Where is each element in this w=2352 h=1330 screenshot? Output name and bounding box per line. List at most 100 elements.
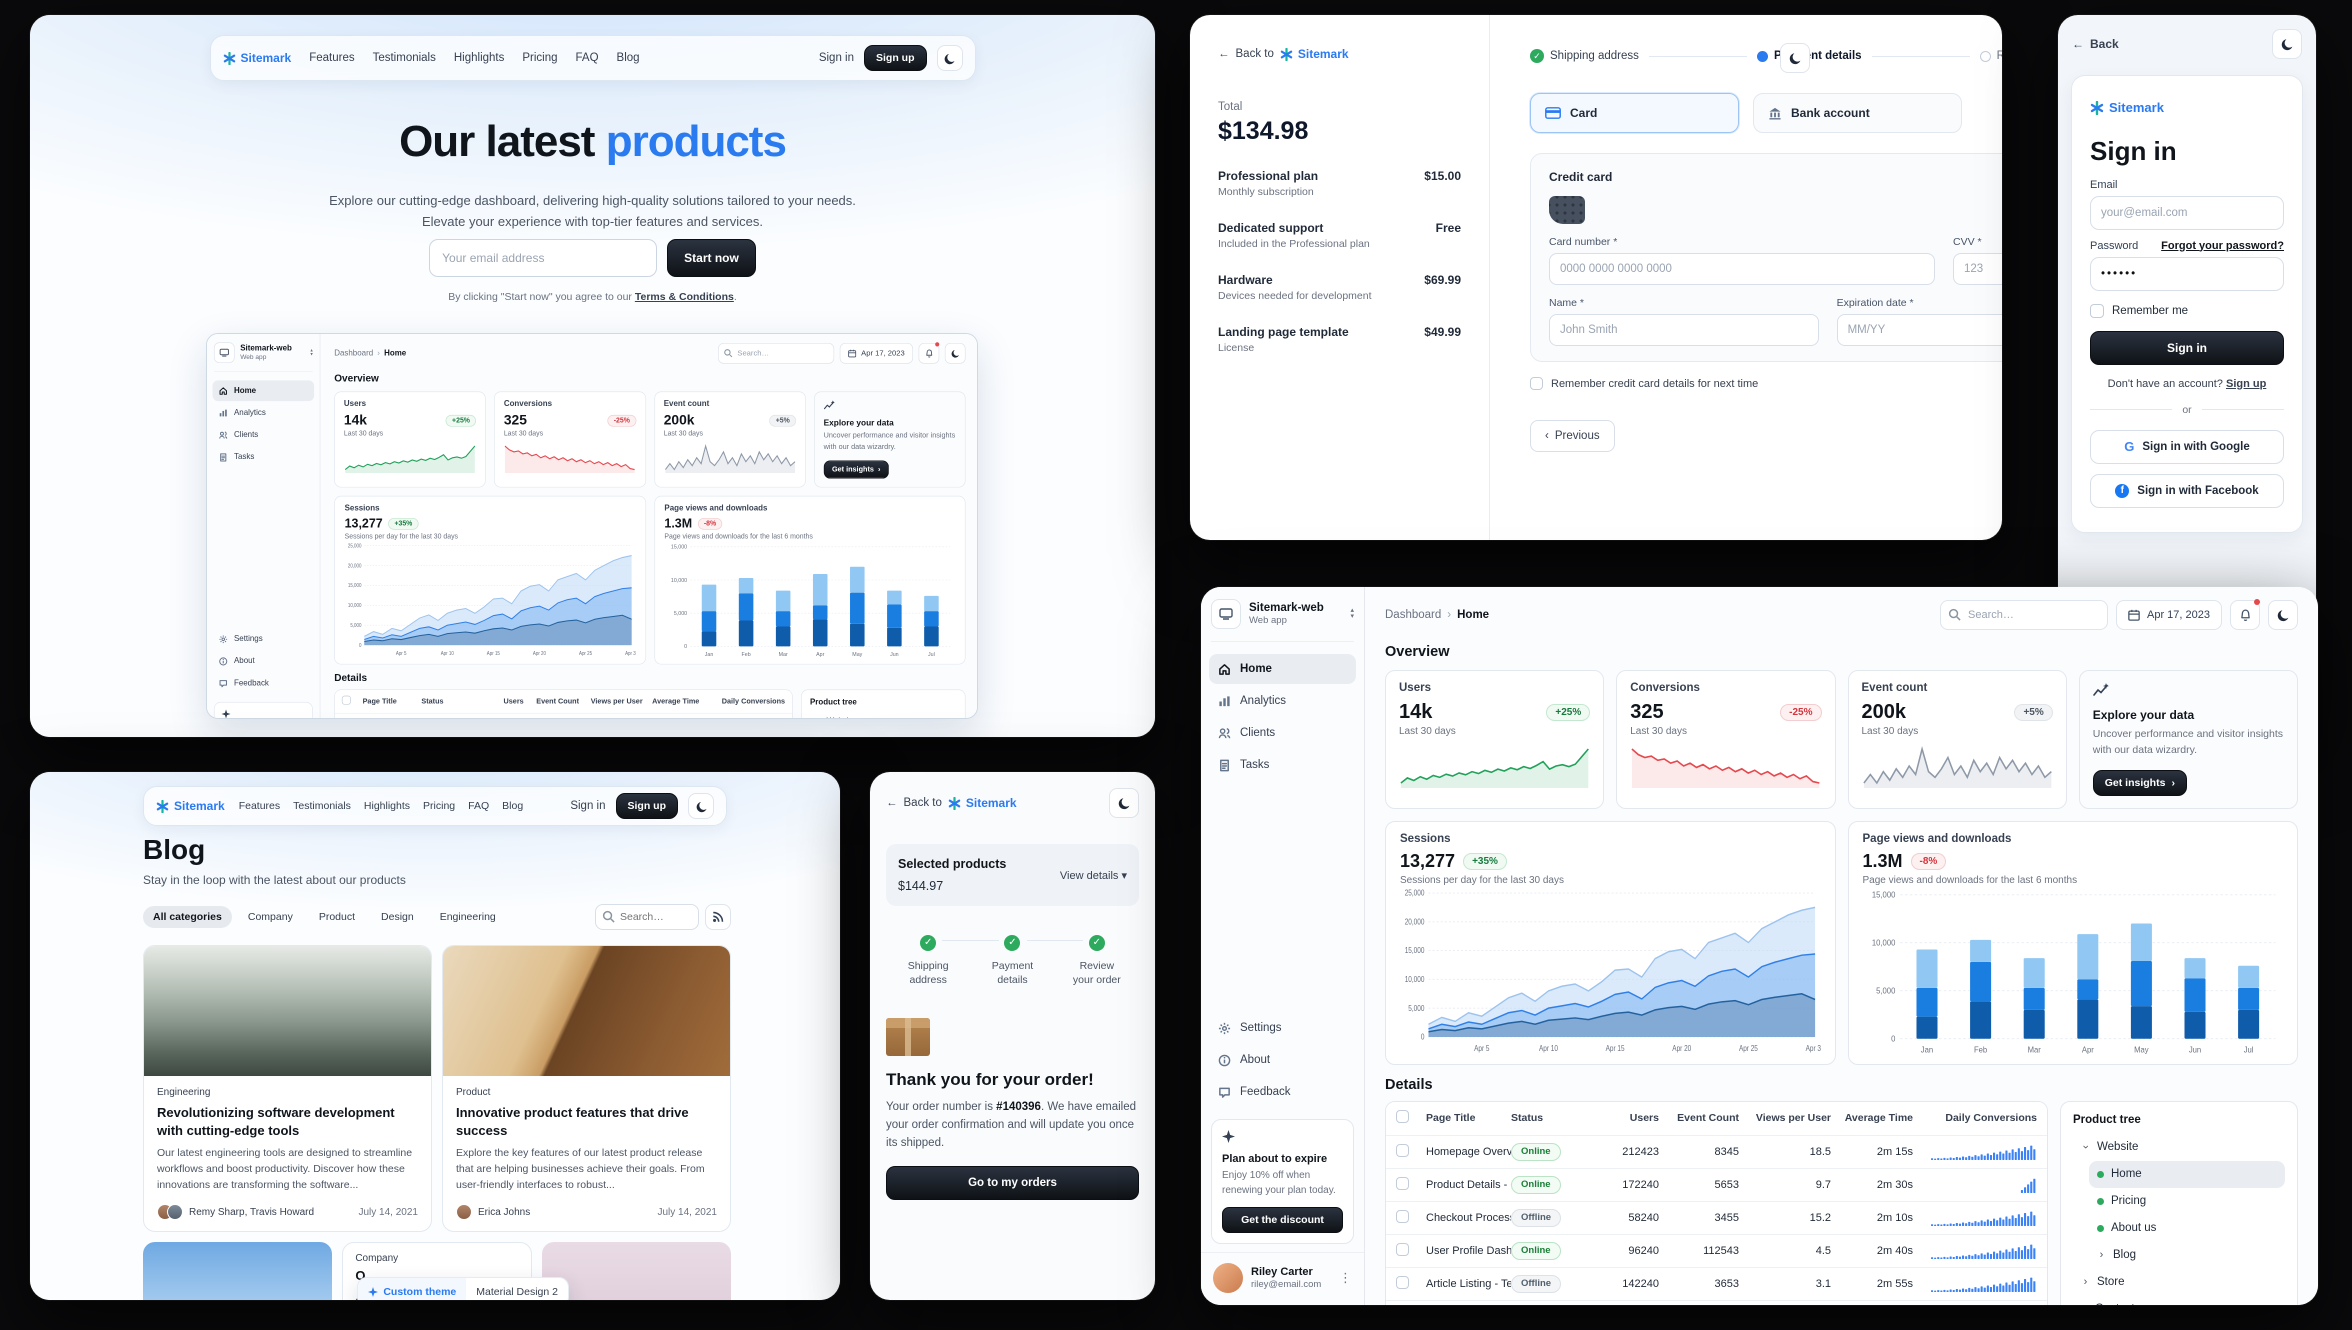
sidebar-item-about[interactable]: About xyxy=(213,651,315,672)
user-menu[interactable]: Riley Carter riley@email.com ⋮ xyxy=(1201,1252,1364,1305)
tree-item-blog[interactable]: › Blog xyxy=(2089,1242,2285,1269)
blog-post-card[interactable]: CompanyOaTake a look at our company's jo… xyxy=(342,1242,569,1300)
theme-toggle-button[interactable] xyxy=(936,45,963,71)
tree-item-website[interactable]: ›Website xyxy=(2079,1141,2139,1153)
column-header[interactable]: Views per User xyxy=(1755,1112,1831,1124)
sidebar-item-analytics[interactable]: Analytics xyxy=(213,402,315,423)
select-all-checkbox[interactable] xyxy=(341,695,351,705)
sign-up-button[interactable]: Sign up xyxy=(615,793,678,819)
back-to-link[interactable]: ← Back to Sitemark xyxy=(1218,47,1349,61)
nav-item-faq[interactable]: FAQ xyxy=(468,800,490,812)
remember-card-checkbox[interactable] xyxy=(1530,377,1543,390)
sidebar-item-settings[interactable]: Settings xyxy=(213,629,315,650)
column-header[interactable]: Average Time xyxy=(652,697,700,706)
row-checkbox[interactable] xyxy=(1396,1242,1409,1256)
get-discount-button[interactable]: Get the discount xyxy=(1222,1207,1343,1233)
row-checkbox[interactable] xyxy=(1396,1176,1409,1190)
tree-item-store[interactable]: › Store xyxy=(2073,1269,2285,1296)
sidebar-item-tasks[interactable]: Tasks xyxy=(213,447,315,468)
column-header[interactable]: Users xyxy=(503,697,524,706)
sidebar-item-clients[interactable]: Clients xyxy=(1209,718,1356,748)
table-row[interactable]: Homepage OverviewOnline212423834518.52m … xyxy=(1386,1136,2047,1169)
nav-item-faq[interactable]: FAQ xyxy=(575,52,599,64)
back-to-link[interactable]: ← Back to Sitemark xyxy=(886,796,1017,810)
theme-option-custom-theme[interactable]: Custom theme xyxy=(358,1278,467,1300)
breadcrumb-parent[interactable]: Dashboard xyxy=(1385,609,1442,621)
rss-button[interactable] xyxy=(705,904,731,930)
nav-item-highlights[interactable]: Highlights xyxy=(363,800,411,812)
sidebar-item-tasks[interactable]: Tasks xyxy=(1209,750,1356,780)
column-header[interactable]: Daily Conversions xyxy=(721,697,786,706)
go-to-orders-button[interactable]: Go to my orders xyxy=(886,1166,1139,1201)
category-chip-engineering[interactable]: Engineering xyxy=(439,911,496,923)
tree-item-pricing[interactable]: Pricing xyxy=(2089,1188,2285,1215)
forgot-password-link[interactable]: Forgot your password? xyxy=(2161,239,2284,252)
breadcrumb-parent[interactable]: Dashboard xyxy=(334,349,374,358)
category-chip-product[interactable]: Product xyxy=(318,911,356,923)
nav-item-highlights[interactable]: Highlights xyxy=(453,52,505,64)
theme-toggle-button[interactable] xyxy=(1109,788,1139,818)
column-header[interactable]: Status xyxy=(1511,1112,1544,1124)
date-picker-button[interactable]: Apr 17, 2023 xyxy=(839,342,914,364)
sidebar-item-analytics[interactable]: Analytics xyxy=(1209,686,1356,716)
checkout-step[interactable]: ✓ Shipping address xyxy=(1530,49,1639,63)
nav-item-features[interactable]: Features xyxy=(238,800,281,812)
checkout-step[interactable]: Review your order xyxy=(1979,50,2002,62)
previous-button[interactable]: ‹ Previous xyxy=(1530,420,1615,452)
theme-toggle-button[interactable] xyxy=(688,793,714,819)
table-row[interactable]: Homepage OverviewOnline212423834518.52m … xyxy=(335,713,792,718)
column-header[interactable]: Page Title xyxy=(362,697,397,706)
notifications-button[interactable] xyxy=(918,342,940,364)
row-checkbox[interactable] xyxy=(1396,1275,1409,1289)
sidebar-item-clients[interactable]: Clients xyxy=(213,425,315,446)
cvv-input[interactable] xyxy=(1953,253,2002,285)
search-input[interactable] xyxy=(718,342,835,364)
theme-toggle-button[interactable] xyxy=(2272,29,2302,59)
date-picker-button[interactable]: Apr 17, 2023 xyxy=(2116,600,2222,630)
category-chip-company[interactable]: Company xyxy=(247,911,293,923)
column-header[interactable]: Average Time xyxy=(1844,1112,1913,1124)
get-insights-button[interactable]: Get insights › xyxy=(2092,769,2187,796)
payment-method-bank-account[interactable]: Bank account xyxy=(1753,93,1962,133)
blog-post-card[interactable]: Engineering Revolutionizing software deve… xyxy=(143,945,432,1232)
column-header[interactable]: Event Count xyxy=(1677,1112,1739,1124)
select-all-checkbox[interactable] xyxy=(1396,1110,1409,1123)
nav-item-pricing[interactable]: Pricing xyxy=(522,52,558,64)
row-checkbox[interactable] xyxy=(1396,1209,1409,1223)
sidebar-item-settings[interactable]: Settings xyxy=(1209,1013,1356,1043)
theme-toggle-button[interactable] xyxy=(2268,600,2298,630)
more-options-icon[interactable]: ⋮ xyxy=(1339,1270,1352,1285)
table-row[interactable]: Product Details - GadgetsOnline 172240 565… xyxy=(1386,1169,2047,1202)
name-input[interactable] xyxy=(1549,314,1819,346)
notifications-button[interactable] xyxy=(2230,599,2260,630)
sidebar-item-home[interactable]: Home xyxy=(1209,654,1356,684)
category-chip-all-categories[interactable]: All categories xyxy=(143,906,232,928)
blog-post-card[interactable]: Product Innovative product features that … xyxy=(442,945,731,1232)
column-header[interactable]: Status xyxy=(421,697,444,706)
card-number-input[interactable] xyxy=(1549,253,1935,285)
sign-in-link[interactable]: Sign in xyxy=(570,800,606,812)
sign-up-button[interactable]: Sign up xyxy=(864,45,927,71)
sidebar-item-about[interactable]: About xyxy=(1209,1045,1356,1075)
tree-item-home[interactable]: Home xyxy=(2089,1160,2285,1188)
signin-button[interactable]: Sign in xyxy=(2090,330,2284,365)
theme-toggle-button[interactable] xyxy=(944,342,966,364)
category-chip-design[interactable]: Design xyxy=(381,911,414,923)
signup-link[interactable]: Sign up xyxy=(2225,377,2267,390)
email-input[interactable] xyxy=(429,239,658,277)
get-insights-button[interactable]: Get insights › xyxy=(823,460,889,479)
payment-method-card[interactable]: Card xyxy=(1530,93,1739,133)
sign-in-link[interactable]: Sign in xyxy=(818,52,854,64)
sidebar-item-home[interactable]: Home xyxy=(212,380,315,402)
column-header[interactable]: Views per User xyxy=(590,697,643,706)
email-field[interactable] xyxy=(2090,195,2284,230)
search-input[interactable] xyxy=(595,904,699,930)
tree-item-website[interactable]: ›Website xyxy=(810,712,957,718)
back-link[interactable]: ← Back xyxy=(2072,37,2119,51)
nav-item-testimonials[interactable]: Testimonials xyxy=(372,52,436,64)
tree-item-about-us[interactable]: About us xyxy=(2089,1215,2285,1242)
nav-item-blog[interactable]: Blog xyxy=(616,52,640,64)
expiration-input[interactable] xyxy=(1836,314,2002,346)
workspace-select[interactable]: Sitemark-web Web app ▴ ▾ xyxy=(1211,599,1354,642)
workspace-select[interactable]: Sitemark-web Web app ▴ ▾ xyxy=(213,342,313,373)
